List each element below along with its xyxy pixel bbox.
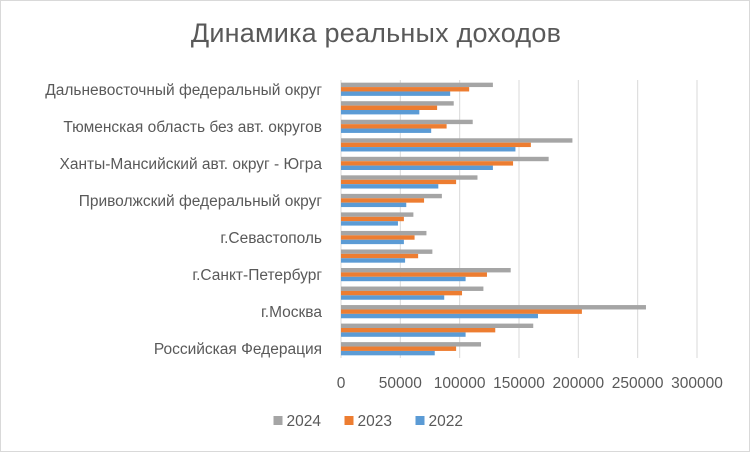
bar-2022 [341,313,538,319]
bar-2024 [341,193,442,199]
bar-2023 [341,105,438,110]
bar-2022 [341,332,466,337]
category-label: г.Севастополь [220,230,322,247]
bar-2022 [341,350,435,356]
legend-swatch-2022 [415,416,425,425]
x-tick-label: 150000 [493,375,545,392]
legend-label-2022: 2022 [429,413,463,430]
category-label: Приволжский федеральный округ [79,193,323,210]
x-tick-label: 50000 [379,375,422,392]
bar-2022 [341,258,406,263]
bar-2024 [341,175,478,180]
bar-2023 [341,124,447,129]
category-label: Дальневосточный федеральный округ [45,82,322,99]
chart-title: Динамика реальных доходов [190,18,562,48]
bar-2022 [341,147,516,152]
bar-2022 [341,184,439,189]
bar-2024 [341,156,549,162]
category-label: Ханты-Мансийский авт. округ - Югра [60,156,323,173]
x-tick-label: 0 [337,375,346,392]
bar-2024 [341,212,414,217]
legend-label-2024: 2024 [287,413,322,430]
legend-swatch-2023 [344,416,354,425]
bar-2023 [341,290,463,296]
bar-2022 [341,128,432,133]
bar-2023 [341,346,457,351]
bar-2023 [341,253,419,259]
bar-2024 [341,119,473,125]
bar-2022 [341,91,451,96]
bar-2022 [341,165,493,170]
category-label: Тюменская область без авт. округов [63,119,322,136]
x-tick-label: 300000 [671,375,723,392]
bar-2023 [341,328,496,333]
bar-2023 [341,235,415,240]
bar-2023 [341,161,514,166]
category-label: г.Москва [261,304,322,321]
bar-2024 [341,249,433,254]
bar-2023 [341,179,457,185]
bar-2024 [341,101,454,106]
category-label: г.Санкт-Петербург [192,267,322,284]
bar-2024 [341,342,482,347]
bar-2024 [341,230,427,236]
bar-2022 [341,202,407,208]
x-tick-label: 100000 [434,375,486,392]
bar-2024 [341,268,511,273]
legend-label-2023: 2023 [358,413,392,430]
bar-2023 [341,272,487,277]
bar-2024 [341,305,646,310]
bar-2022 [341,276,466,282]
bar-2023 [341,87,470,92]
x-tick-label: 200000 [552,375,604,392]
bar-2022 [341,221,398,226]
bar-2023 [341,142,531,148]
bar-2022 [341,239,404,245]
bar-2024 [341,286,484,291]
category-label: Российская Федерация [154,341,322,358]
legend-swatch-2024 [273,416,283,425]
bar-2022 [341,295,445,300]
x-tick-label: 250000 [612,375,664,392]
bar-2024 [341,138,573,143]
bar-2024 [341,323,534,328]
bar-2023 [341,198,425,203]
bar-2022 [341,110,420,115]
bar-2024 [341,82,493,88]
bar-2023 [341,309,582,314]
bar-2023 [341,216,404,222]
